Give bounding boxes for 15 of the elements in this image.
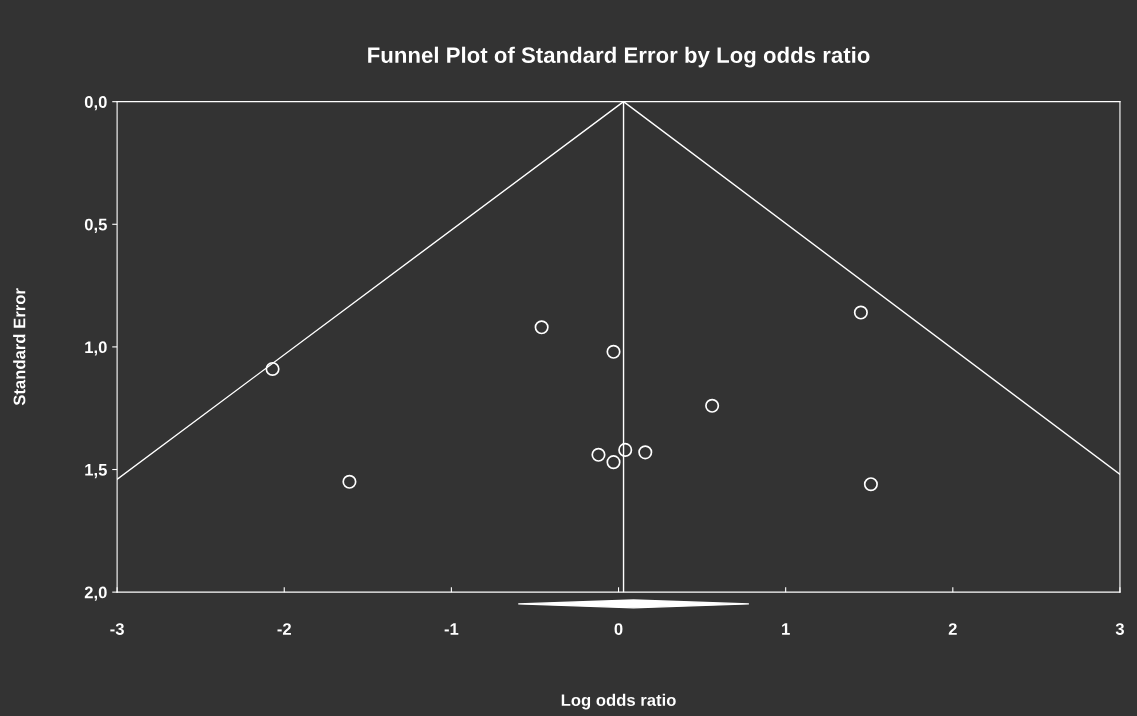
x-tick-label: 3 — [1115, 623, 1124, 635]
x-tick-label: 2 — [948, 623, 957, 635]
y-tick-label: 1,0 — [85, 341, 107, 356]
chart-title: Funnel Plot of Standard Error by Log odds ratio — [368, 46, 870, 68]
x-tick-label: 0 — [614, 623, 623, 635]
y-tick-label: 1,5 — [85, 464, 107, 479]
y-tick-label: 0,5 — [84, 218, 107, 233]
y-tick-label: 2,0 — [84, 586, 107, 601]
x-tick-label: -3 — [110, 623, 124, 635]
x-axis-title: Log odds ratio — [561, 693, 676, 710]
y-tick-label: 0,0 — [84, 96, 107, 111]
x-tick-label: 1 — [782, 623, 790, 635]
y-axis-title: Standard Error — [13, 288, 26, 406]
x-tick-label: -2 — [277, 623, 291, 635]
x-tick-label: -1 — [444, 623, 459, 635]
